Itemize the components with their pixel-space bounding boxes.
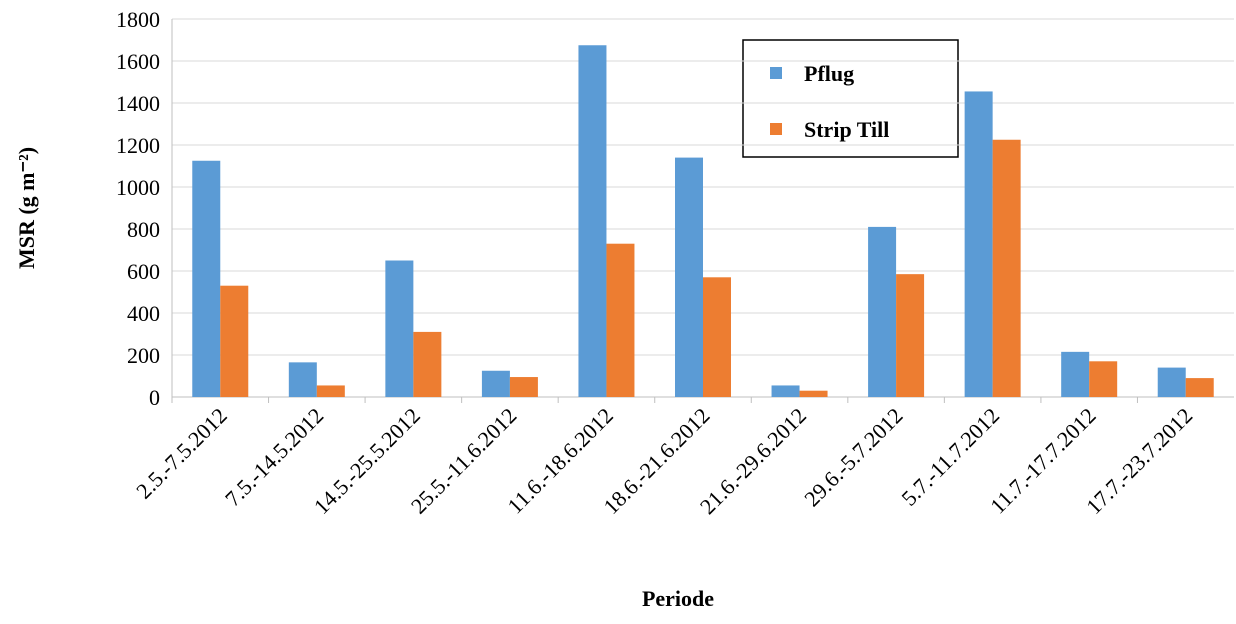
bar bbox=[606, 244, 634, 397]
x-tick-label: 2.5.-7.5.2012 bbox=[131, 403, 232, 504]
legend-swatch bbox=[770, 123, 782, 135]
bar bbox=[510, 377, 538, 397]
y-tick-label: 1000 bbox=[116, 175, 160, 200]
x-tick-label: 29.6.-5.7.2012 bbox=[799, 403, 907, 511]
chart: Periode MSR (g m⁻²) 0 200 400 600 800 1000 120… bbox=[0, 0, 1236, 624]
y-tick-label: 0 bbox=[149, 385, 160, 410]
y-tick-label: 1600 bbox=[116, 49, 160, 74]
legend-label: Strip Till bbox=[804, 117, 889, 142]
bar bbox=[1158, 368, 1186, 397]
legend-swatch bbox=[770, 67, 782, 79]
legend-label: Pflug bbox=[804, 61, 854, 86]
x-tick-label: 5.7.-11.7.2012 bbox=[896, 403, 1004, 511]
bar bbox=[772, 385, 800, 397]
bar bbox=[192, 161, 220, 397]
x-axis-title: Periode bbox=[642, 586, 714, 611]
bar bbox=[1186, 378, 1214, 397]
y-tick-label: 400 bbox=[127, 301, 160, 326]
y-axis-title: MSR (g m⁻²) bbox=[14, 147, 39, 269]
bar bbox=[896, 274, 924, 397]
bar bbox=[385, 261, 413, 398]
bar bbox=[317, 385, 345, 397]
y-tick-label: 1400 bbox=[116, 91, 160, 116]
bar bbox=[220, 286, 248, 397]
y-tick-label: 200 bbox=[127, 343, 160, 368]
y-tick-label: 800 bbox=[127, 217, 160, 242]
y-tick-label: 1800 bbox=[116, 7, 160, 32]
bar bbox=[1061, 352, 1089, 397]
y-tick-label: 600 bbox=[127, 259, 160, 284]
x-tick-label: 7.5.-14.5.2012 bbox=[220, 403, 328, 511]
bar bbox=[800, 391, 828, 397]
bar bbox=[289, 362, 317, 397]
bar bbox=[965, 91, 993, 397]
y-tick-label: 1200 bbox=[116, 133, 160, 158]
bar bbox=[413, 332, 441, 397]
bar bbox=[482, 371, 510, 397]
bar bbox=[1089, 361, 1117, 397]
bar bbox=[703, 277, 731, 397]
bar bbox=[868, 227, 896, 397]
bar bbox=[993, 140, 1021, 397]
bar bbox=[675, 158, 703, 397]
bar bbox=[578, 45, 606, 397]
